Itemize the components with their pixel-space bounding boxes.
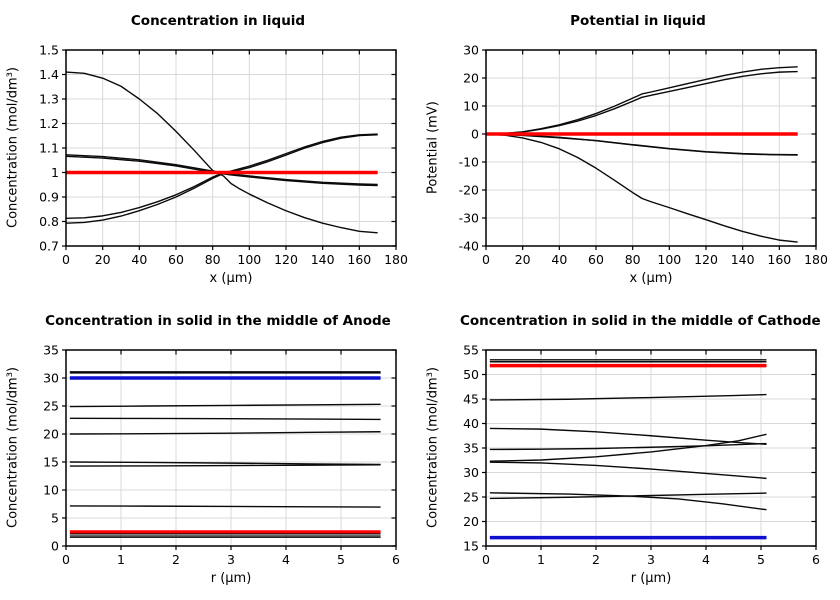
svg-text:0: 0 [482,552,490,567]
svg-text:1: 1 [51,165,59,180]
y-axis-label: Concentration (mol/dm³) [5,367,21,529]
plot-title: Concentration in liquid [130,13,306,29]
svg-text:140: 140 [731,252,755,267]
svg-text:20: 20 [43,427,59,442]
plot-canvas-concentration-liquid: 0 20 40 60 80 100 120 140 160 180 0.7 0.8 0.9 1 1.1 1.2… [39,43,408,268]
svg-text:40: 40 [131,252,147,267]
svg-text:30: 30 [43,371,59,386]
svg-text:1.1: 1.1 [39,141,59,156]
svg-text:1.2: 1.2 [39,116,59,131]
svg-text:3: 3 [647,552,655,567]
svg-text:20: 20 [515,252,531,267]
svg-text:100: 100 [237,252,261,267]
svg-text:60: 60 [168,252,184,267]
svg-text:-10: -10 [459,155,479,170]
svg-text:45: 45 [463,392,479,407]
y-axis-label: Concentration (mol/dm³) [425,367,441,529]
svg-text:20: 20 [463,514,479,529]
svg-text:1: 1 [117,552,125,567]
svg-text:0: 0 [62,552,70,567]
svg-text:80: 80 [625,252,641,267]
x-axis-label: x (μm) [629,271,673,286]
svg-text:1.5: 1.5 [39,43,59,58]
subplot-concentration-liquid: 0 20 40 60 80 100 120 140 160 180 0.7 0.8 0.9 1 1.1 1.2… [0,0,420,300]
svg-text:180: 180 [384,252,408,267]
svg-text:20: 20 [95,252,111,267]
svg-text:40: 40 [463,416,479,431]
svg-text:120: 120 [694,252,718,267]
y-axis-label: Concentration (mol/dm³) [5,67,21,229]
svg-text:180: 180 [804,252,828,267]
plot-canvas-anode-solid: 0 1 2 3 4 5 6 0 5 10 15 20 25 30 35 [43,343,400,568]
subplot-potential-liquid: 0 20 40 60 80 100 120 140 160 180 -40 -30 -20 -10 0 10 2… [420,0,840,300]
svg-text:6: 6 [392,552,400,567]
svg-text:40: 40 [551,252,567,267]
svg-text:50: 50 [463,367,479,382]
svg-text:3: 3 [227,552,235,567]
svg-text:2: 2 [172,552,180,567]
svg-text:20: 20 [463,71,479,86]
svg-text:140: 140 [311,252,335,267]
svg-text:5: 5 [757,552,765,567]
svg-text:0: 0 [471,127,479,142]
svg-text:60: 60 [588,252,604,267]
svg-text:5: 5 [337,552,345,567]
svg-text:10: 10 [43,483,59,498]
svg-text:0.9: 0.9 [39,190,59,205]
subplot-anode-solid-concentration: 0 1 2 3 4 5 6 0 5 10 15 20 25 30 35 Concentration in s… [0,300,420,600]
svg-text:5: 5 [51,511,59,526]
svg-text:6: 6 [812,552,820,567]
svg-text:4: 4 [282,552,290,567]
svg-text:30: 30 [463,43,479,58]
svg-text:25: 25 [463,490,479,505]
subplot-cathode-solid-concentration: 0 1 2 3 4 5 6 15 20 25 30 35 40 45 50 55 Concentration … [420,300,840,600]
svg-text:15: 15 [43,455,59,470]
svg-text:10: 10 [463,99,479,114]
svg-text:-30: -30 [459,211,479,226]
plot-title: Potential in liquid [570,13,706,29]
plot-canvas-potential-liquid: 0 20 40 60 80 100 120 140 160 180 -40 -30 -20 -10 0 10 2… [459,43,828,268]
svg-text:160: 160 [767,252,791,267]
svg-text:0: 0 [51,539,59,554]
svg-text:120: 120 [274,252,298,267]
plot-title: Concentration in solid in the middle of … [460,313,821,329]
svg-text:-20: -20 [459,183,479,198]
plot-title: Concentration in solid in the middle of … [45,313,391,329]
x-axis-label: r (μm) [630,571,672,586]
svg-text:0: 0 [482,252,490,267]
svg-text:35: 35 [463,441,479,456]
x-axis-label: x (μm) [209,271,253,286]
svg-text:1.4: 1.4 [39,67,59,82]
x-axis-label: r (μm) [210,571,252,586]
svg-text:0.7: 0.7 [39,239,59,254]
svg-text:30: 30 [463,465,479,480]
svg-text:55: 55 [463,343,479,358]
svg-text:0: 0 [62,252,70,267]
y-axis-label: Potential (mV) [425,101,441,195]
svg-text:80: 80 [205,252,221,267]
svg-text:15: 15 [463,539,479,554]
svg-text:-40: -40 [459,239,479,254]
svg-text:1: 1 [537,552,545,567]
svg-text:160: 160 [347,252,371,267]
svg-text:100: 100 [657,252,681,267]
svg-text:35: 35 [43,343,59,358]
svg-text:0.8: 0.8 [39,214,59,229]
svg-text:1.3: 1.3 [39,92,59,107]
svg-text:2: 2 [592,552,600,567]
svg-text:25: 25 [43,399,59,414]
svg-text:4: 4 [702,552,710,567]
